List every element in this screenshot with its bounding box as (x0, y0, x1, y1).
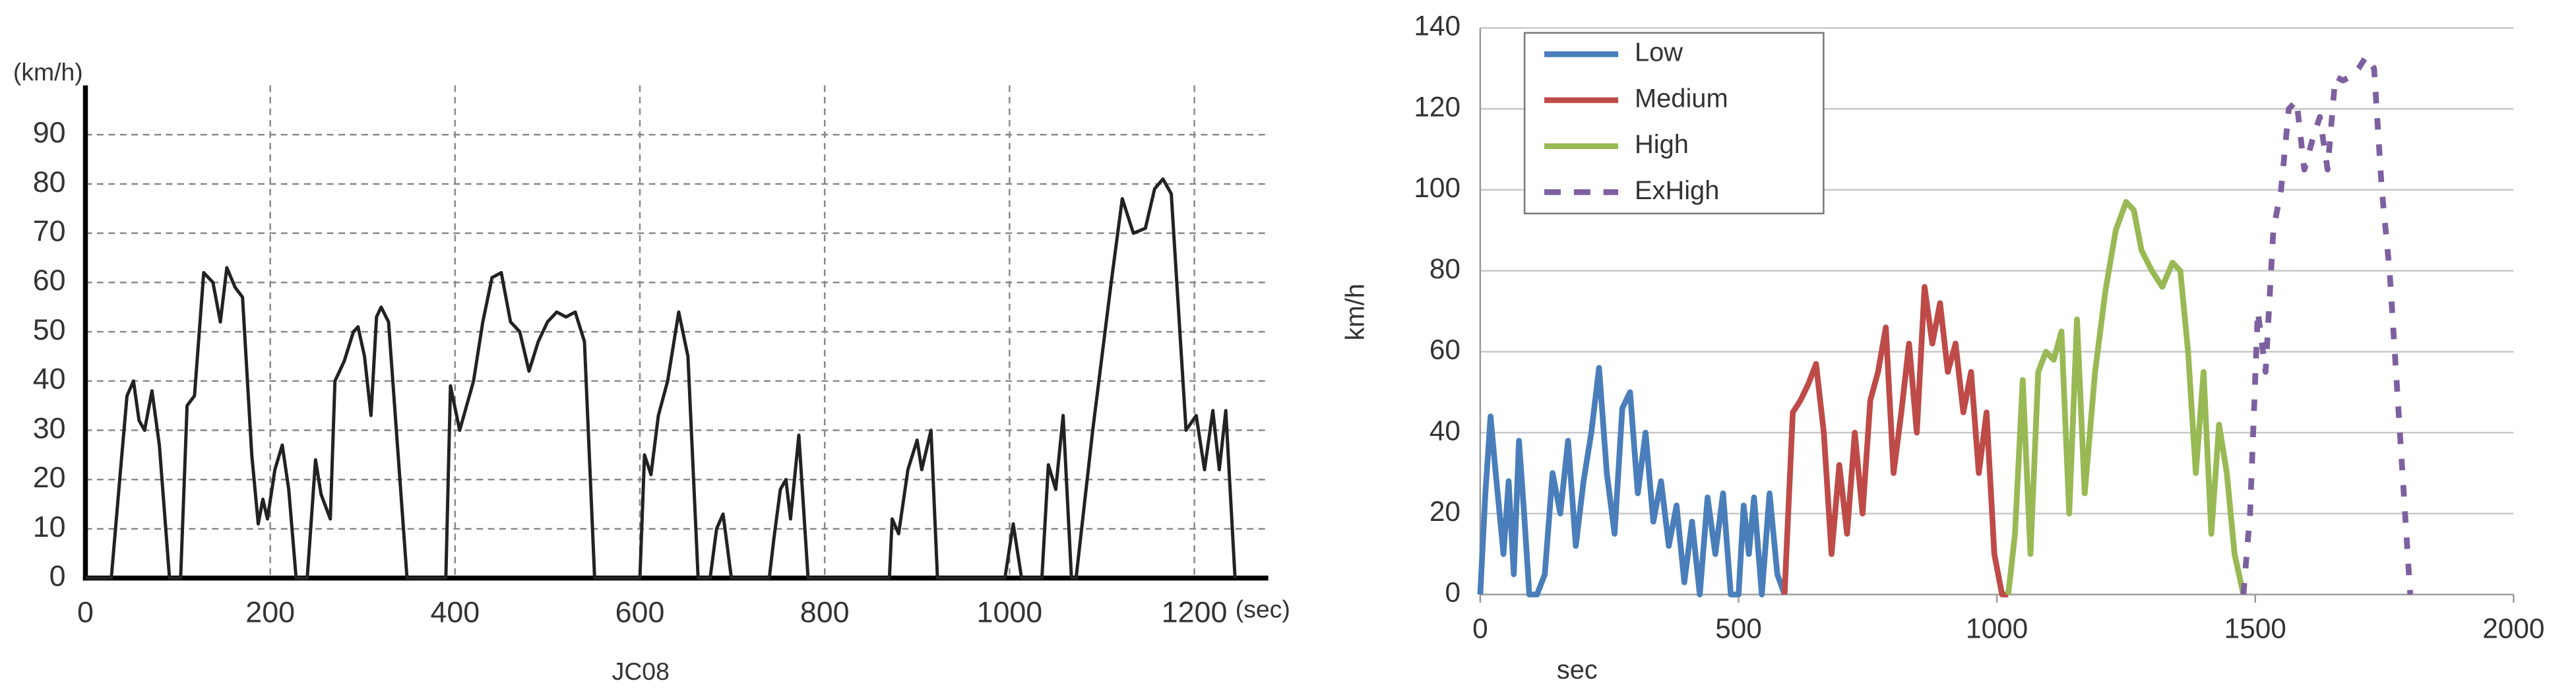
y-tick-label: 120 (1414, 91, 1461, 122)
y-tick-label: 10 (33, 510, 66, 543)
data-line (1781, 284, 2009, 597)
data-line (2005, 198, 2246, 595)
data-line (85, 177, 1237, 580)
data-line (2240, 53, 2414, 595)
y-tick-label: 140 (1414, 11, 1461, 42)
x-tick-label: 1000 (1966, 613, 2028, 644)
y-tick-label: 30 (33, 411, 66, 444)
y-axis-label: (km/h) (13, 58, 83, 86)
y-tick-label: 100 (1414, 172, 1461, 203)
x-tick-label: 1500 (2224, 613, 2286, 644)
x-tick-label: 800 (800, 595, 850, 628)
chart-title: JC08 (612, 657, 670, 685)
y-tick-label: 70 (33, 215, 66, 248)
x-axis-label: (sec) (1236, 595, 1290, 622)
y-tick-label: 80 (1429, 253, 1461, 284)
legend-box (1523, 32, 1825, 215)
y-tick-label: 60 (33, 264, 66, 297)
y-tick-label: 0 (1445, 577, 1461, 608)
y-tick-label: 40 (1429, 415, 1461, 446)
y-tick-label: 50 (33, 313, 66, 346)
y-tick-label: 20 (1429, 496, 1461, 527)
legend-label: ExHigh (1635, 176, 1719, 205)
y-tick-label: 90 (33, 116, 66, 149)
x-tick-label: 1200 (1162, 595, 1228, 628)
legend-label: Low (1635, 38, 1683, 67)
x-tick-label: 500 (1715, 613, 1762, 644)
x-tick-label: 2000 (2482, 613, 2544, 644)
x-tick-label: 200 (245, 595, 295, 628)
data-line (1477, 365, 1788, 597)
y-tick-label: 60 (1429, 334, 1461, 365)
legend-label: High (1635, 130, 1689, 159)
x-tick-label: 400 (430, 595, 480, 628)
x-tick-label: 600 (615, 595, 665, 628)
y-axis-label: km/h (1341, 284, 1370, 340)
x-tick-label: 1000 (977, 595, 1043, 628)
y-tick-label: 40 (33, 363, 66, 396)
x-tick-label: 0 (1472, 613, 1488, 644)
x-axis-label: sec (1557, 655, 1598, 684)
x-tick-label: 0 (77, 595, 94, 628)
y-tick-label: 0 (49, 560, 66, 593)
y-tick-label: 80 (33, 166, 66, 198)
y-tick-label: 20 (33, 461, 66, 494)
legend-label: Medium (1635, 84, 1728, 113)
